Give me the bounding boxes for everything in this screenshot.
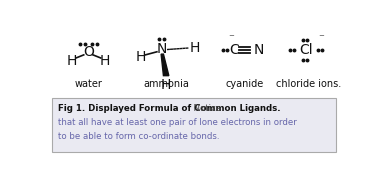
Text: Cl: Cl	[299, 43, 313, 57]
Text: H: H	[161, 78, 171, 92]
Text: H: H	[66, 54, 77, 68]
Text: ammonia: ammonia	[143, 79, 189, 89]
Text: O: O	[83, 45, 94, 59]
Text: chloride ions.: chloride ions.	[276, 79, 341, 89]
Text: H: H	[100, 54, 111, 68]
Text: H: H	[190, 41, 200, 55]
Text: ⁻: ⁻	[228, 33, 234, 43]
Text: Fig 1. Displayed Formula of Common Ligands.: Fig 1. Displayed Formula of Common Ligan…	[58, 104, 281, 113]
Text: ⁻: ⁻	[319, 33, 324, 43]
Text: H: H	[136, 50, 146, 64]
Polygon shape	[161, 54, 169, 76]
Text: N: N	[157, 43, 168, 57]
Text: cyanide: cyanide	[226, 79, 264, 89]
Text: to be able to form co-ordinate bonds.: to be able to form co-ordinate bonds.	[58, 132, 220, 141]
Text: C: C	[229, 43, 239, 57]
Text: that all have at least one pair of lone electrons in order: that all have at least one pair of lone …	[58, 118, 297, 127]
Text: N: N	[253, 43, 264, 57]
Text: Notice: Notice	[188, 104, 221, 113]
Text: water: water	[74, 79, 102, 89]
FancyBboxPatch shape	[52, 98, 336, 152]
